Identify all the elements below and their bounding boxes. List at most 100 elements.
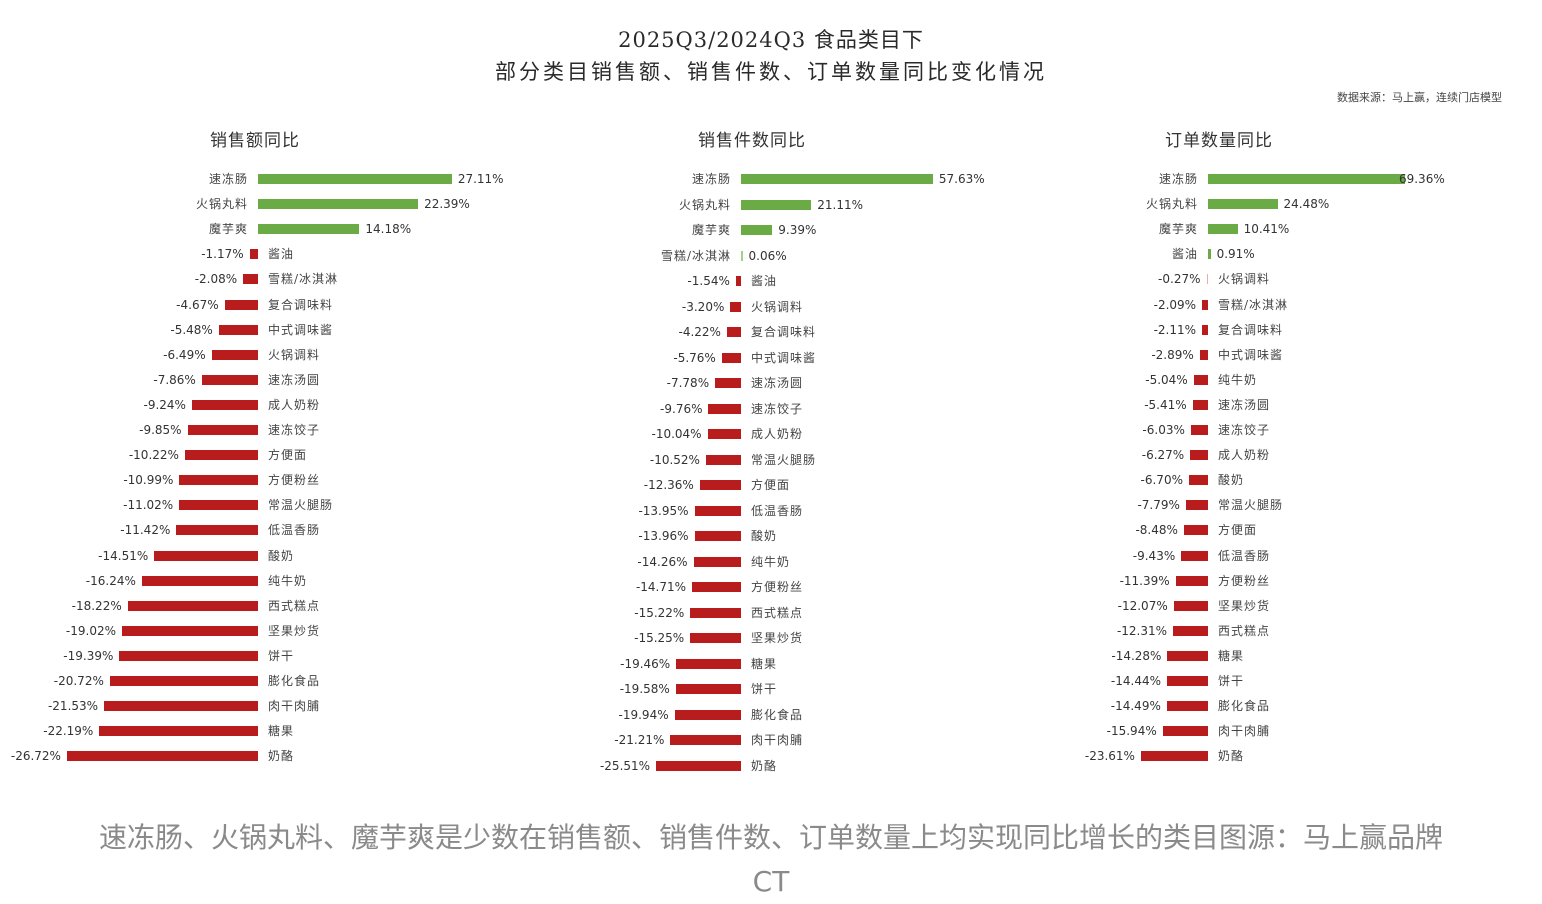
- category-label: 中式调味酱: [268, 322, 334, 337]
- bar: [676, 658, 741, 669]
- value-label: -10.99%: [123, 473, 174, 488]
- category-label: 奶酪: [1218, 749, 1245, 764]
- category-label: 火锅丸料: [678, 197, 731, 212]
- value-label: 57.63%: [938, 172, 985, 186]
- bar-row: 常温火腿肠 -10.52%: [0, 453, 1542, 467]
- bar-row: 魔芋爽 14.18%: [0, 222, 1542, 236]
- bar: [1208, 224, 1238, 235]
- category-label: 方便面: [751, 478, 791, 492]
- value-label: -22.19%: [43, 724, 94, 739]
- bar: [721, 352, 741, 363]
- category-label: 坚果炒货: [268, 623, 321, 638]
- value-label: -5.04%: [1145, 372, 1188, 387]
- category-label: 西式糕点: [1218, 623, 1271, 638]
- category-label: 火锅丸料: [1145, 197, 1198, 212]
- bar-row: 魔芋爽 10.41%: [0, 222, 1542, 236]
- value-label: -14.51%: [98, 548, 149, 563]
- panel-title: 销售件数同比: [698, 131, 806, 151]
- bar: [707, 429, 741, 439]
- category-label: 中式调味酱: [751, 350, 817, 365]
- value-label: -21.53%: [47, 699, 99, 714]
- bar-row: 酸奶 -13.96%: [0, 529, 1542, 543]
- value-label: -6.27%: [1141, 448, 1185, 463]
- category-label: 纯牛奶: [751, 554, 791, 569]
- value-label: -16.24%: [85, 573, 136, 588]
- bar-row: 速冻汤圆 -7.86%: [0, 373, 1542, 387]
- value-label: -15.25%: [634, 631, 685, 645]
- bar-row: 火锅丸料 22.39%: [0, 197, 1542, 211]
- category-label: 饼干: [751, 682, 778, 696]
- category-label: 奶酪: [751, 758, 778, 773]
- bar-row: 中式调味酱 -5.48%: [0, 323, 1542, 337]
- value-label: -20.72%: [53, 674, 104, 688]
- value-label: -12.31%: [1116, 623, 1168, 638]
- category-label: 速冻饺子: [1218, 423, 1271, 437]
- bar-row: 雪糕/冰淇淋 -2.08%: [0, 272, 1542, 286]
- category-label: 成人奶粉: [751, 427, 804, 441]
- bar: [1185, 500, 1208, 511]
- bar: [1206, 274, 1208, 285]
- bar-row: 雪糕/冰淇淋 -2.09%: [0, 298, 1542, 312]
- bar-row: 肉干肉脯 -21.21%: [0, 733, 1542, 747]
- category-label: 低温香肠: [751, 503, 804, 518]
- bar-row: 酸奶 -14.51%: [0, 549, 1542, 563]
- bar: [692, 582, 741, 592]
- caption-line1: 速冻肠、火锅丸料、魔芋爽是少数在销售额、销售件数、订单数量上均实现同比增长的类目…: [98, 821, 1443, 854]
- bar-row: 奶酪 -23.61%: [0, 749, 1542, 763]
- value-label: -19.02%: [65, 623, 117, 638]
- bar: [656, 760, 741, 771]
- bar: [726, 327, 741, 337]
- value-label: 27.11%: [457, 172, 504, 186]
- bar-row: 方便面 -8.48%: [0, 523, 1542, 537]
- category-label: 速冻肠: [208, 172, 248, 186]
- bar: [1183, 525, 1208, 536]
- category-label: 成人奶粉: [1218, 448, 1271, 463]
- bar: [1192, 399, 1208, 410]
- bar: [1173, 625, 1208, 636]
- bar: [690, 633, 741, 643]
- category-label: 魔芋爽: [208, 222, 248, 237]
- category-label: 坚果炒货: [751, 631, 804, 645]
- bar: [258, 174, 452, 184]
- bar-row: 成人奶粉 -9.24%: [0, 398, 1542, 412]
- bar: [741, 250, 743, 261]
- bar: [675, 684, 741, 694]
- value-label: 14.18%: [365, 222, 412, 237]
- value-label: -3.20%: [681, 299, 725, 314]
- bar: [1202, 324, 1208, 335]
- category-label: 方便粉丝: [1218, 573, 1271, 588]
- bar: [99, 726, 258, 737]
- category-label: 常温火腿肠: [268, 498, 334, 513]
- bar: [1181, 550, 1208, 561]
- caption-line2: CT: [752, 865, 790, 898]
- bar-row: 低温香肠 -13.95%: [0, 504, 1542, 518]
- value-label: 10.41%: [1243, 222, 1290, 237]
- value-label: -2.89%: [1151, 347, 1194, 362]
- bar-row: 饼干 -19.39%: [0, 649, 1542, 663]
- bar: [249, 249, 258, 260]
- bar: [179, 475, 258, 486]
- bar-row: 纯牛奶 -14.26%: [0, 555, 1542, 569]
- bar-row: 肉干肉脯 -15.94%: [0, 724, 1542, 738]
- value-label: 9.39%: [778, 223, 817, 237]
- bar-row: 速冻汤圆 -5.41%: [0, 398, 1542, 412]
- bar-row: 膨化食品 -19.94%: [0, 708, 1542, 722]
- value-label: -6.03%: [1142, 423, 1185, 437]
- category-label: 速冻饺子: [268, 423, 321, 437]
- value-label: -6.70%: [1140, 473, 1183, 488]
- bar: [1162, 726, 1208, 737]
- bar: [184, 450, 258, 461]
- bar-row: 速冻肠 69.36%: [0, 172, 1542, 186]
- bar-row: 饼干 -14.44%: [0, 674, 1542, 688]
- value-label: -8.48%: [1135, 523, 1178, 538]
- value-label: -1.17%: [201, 247, 244, 262]
- category-label: 速冻肠: [691, 172, 731, 186]
- value-label: -9.76%: [660, 401, 703, 416]
- bar-row: 坚果炒货 -12.07%: [0, 599, 1542, 613]
- bar: [122, 625, 258, 636]
- value-label: -12.07%: [1117, 598, 1168, 613]
- bar-row: 雪糕/冰淇淋 0.06%: [0, 249, 1542, 263]
- bar: [127, 600, 258, 611]
- bar-row: 方便面 -10.22%: [0, 448, 1542, 462]
- category-label: 速冻饺子: [751, 401, 804, 416]
